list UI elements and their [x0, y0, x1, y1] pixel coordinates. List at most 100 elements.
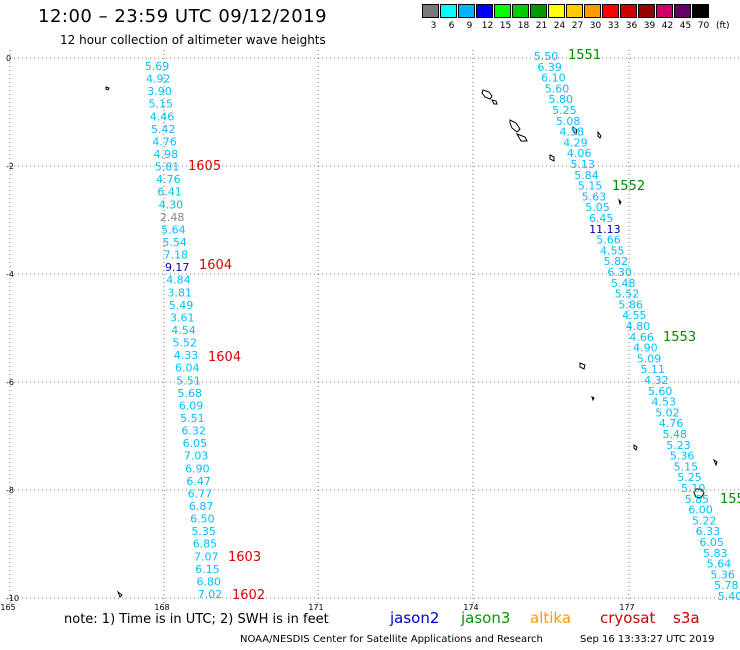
wave-height-reading: 5.08 [556, 115, 581, 128]
pass-time-label: 1602 [232, 588, 265, 603]
wave-height-reading: 7.18 [164, 249, 189, 262]
legend-swatch [494, 4, 511, 18]
satellite-label-s3a: s3a [673, 609, 700, 627]
wave-height-reading: 7.03 [184, 450, 209, 463]
wave-height-reading: 6.47 [186, 475, 211, 488]
wave-height-reading: 4.30 [159, 198, 184, 211]
wave-height-reading: 4.98 [154, 148, 179, 161]
island-outline [633, 444, 638, 451]
legend-label: 3 [430, 21, 437, 31]
pass-time-label: 155 [720, 492, 740, 507]
legend-swatch [620, 4, 637, 18]
wave-height-reading: 4.32 [644, 374, 669, 387]
wave-height-reading: 5.02 [655, 406, 680, 419]
wave-height-reading: 6.77 [188, 487, 213, 500]
wave-height-reading: 5.82 [604, 255, 629, 268]
lon-label: 177 [619, 603, 634, 612]
island-outline [597, 130, 602, 139]
wave-height-reading: 5.68 [178, 387, 203, 400]
wave-height-reading: 5.36 [670, 450, 695, 463]
legend-label: 24 [553, 21, 566, 31]
time-labels-eastern: 1551 1552 1553 155 [568, 48, 740, 507]
legend-swatch [458, 4, 475, 18]
wave-height-reading: 4.29 [563, 136, 588, 149]
island-outline [579, 362, 586, 370]
legend-swatch [476, 4, 493, 18]
island-outline [591, 396, 595, 402]
wave-height-reading: 4.76 [156, 173, 181, 186]
island-outline [481, 89, 493, 100]
wave-height-reading: 5.15 [578, 180, 603, 193]
legend-swatch [422, 4, 439, 18]
legend-label: 15 [499, 21, 512, 31]
legend-swatch [566, 4, 583, 18]
wave-height-reading: 7.07 [194, 550, 219, 563]
wave-height-reading: 5.11 [640, 363, 665, 376]
legend-swatch [512, 4, 529, 18]
legend-label: 36 [625, 21, 638, 31]
wave-height-reading: 4.33 [174, 349, 199, 362]
wave-height-reading: 5.63 [582, 190, 607, 203]
time-labels-western: 1605 1604 1604 1603 1602 [188, 159, 265, 603]
wave-height-reading: 6.00 [688, 504, 713, 517]
lat-label: 0 [6, 54, 11, 63]
wave-height-reading: 6.10 [541, 72, 566, 85]
wave-height-reading: 5.36 [710, 568, 735, 581]
wave-height-reading: 4.76 [152, 135, 177, 148]
wave-height-reading: 5.52 [615, 288, 640, 301]
lat-label: -4 [6, 270, 14, 279]
wave-height-reading: 6.09 [179, 399, 204, 412]
wave-height-reading: 5.22 [692, 514, 717, 527]
wave-height-reading: 5.83 [703, 547, 728, 560]
wave-height-reading: 11.13 [589, 223, 621, 236]
lon-label: 168 [154, 603, 169, 612]
pass-time-label: 1553 [663, 330, 696, 345]
wave-height-reading: 5.69 [145, 60, 170, 73]
island-outline [618, 198, 622, 206]
lon-label: 171 [308, 603, 323, 612]
wave-height-reading: 2.48 [160, 211, 185, 224]
wave-height-reading: 6.85 [193, 538, 218, 551]
wave-height-reading: 6.32 [181, 425, 206, 438]
satellite-label-cryosat: cryosat [600, 609, 656, 627]
wave-height-reading: 6.80 [196, 575, 221, 588]
wave-height-reading: 4.84 [166, 274, 191, 287]
lat-label: -6 [6, 378, 14, 387]
legend-swatch [674, 4, 691, 18]
legend-label: 70 [697, 21, 710, 31]
wave-height-reading: 5.85 [685, 493, 710, 506]
wave-height-reading: 4.55 [622, 309, 647, 322]
wave-height-reading: 4.06 [567, 147, 592, 160]
pass-time-label: 1551 [568, 48, 601, 63]
wave-height-reading: 9.17 [165, 261, 190, 274]
wave-height-reading: 5.64 [161, 223, 186, 236]
island-outline [572, 126, 578, 135]
wave-height-reading: 5.81 [155, 161, 180, 174]
wave-height-reading: 6.30 [607, 266, 632, 279]
wave-height-reading: 4.92 [146, 73, 171, 86]
wave-height-reading: 4.54 [171, 324, 196, 337]
wave-height-reading: 5.78 [714, 579, 739, 592]
wave-height-reading: 5.25 [677, 471, 702, 484]
wave-height-reading: 6.33 [696, 525, 721, 538]
page-title: 12:00 – 23:59 UTC 09/12/2019 [38, 6, 328, 27]
wave-height-reading: 5.05 [585, 201, 610, 214]
pass-time-label: 1605 [188, 159, 221, 174]
lon-label: 174 [463, 603, 478, 612]
island-outline [515, 133, 528, 142]
legend-label: 42 [661, 21, 674, 31]
wave-height-reading: 5.60 [545, 82, 570, 95]
wave-height-reading: 5.51 [176, 374, 201, 387]
wave-height-reading: 5.54 [162, 236, 187, 249]
legend-unit: (ft) [716, 21, 730, 31]
wave-height-reading: 5.09 [637, 352, 662, 365]
island-outline [105, 86, 110, 91]
wave-height-reading: 5.13 [571, 158, 596, 171]
wave-height-reading: 6.90 [185, 462, 210, 475]
wave-height-reading: 5.60 [648, 385, 673, 398]
wave-height-reading: 6.15 [195, 563, 220, 576]
wave-height-reading: 6.50 [190, 513, 215, 526]
pass-time-label: 1604 [208, 350, 241, 365]
legend-label: 39 [643, 21, 656, 31]
